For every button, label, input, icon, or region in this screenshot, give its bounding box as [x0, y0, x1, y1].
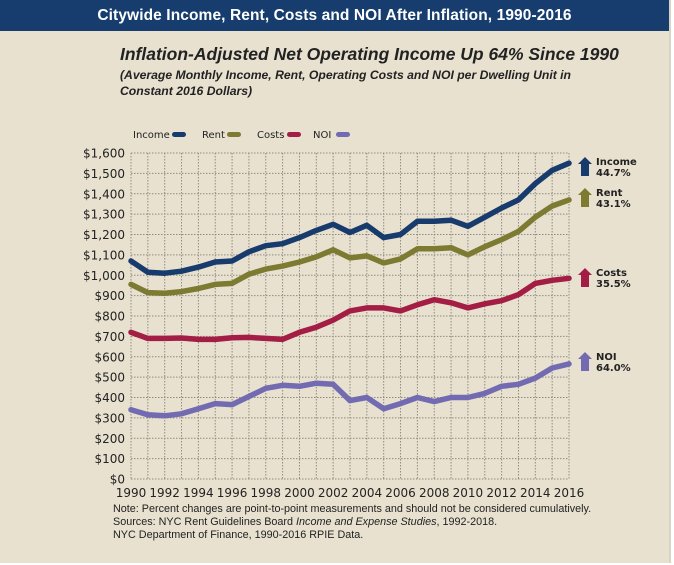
x-tick-label: 2002 [318, 486, 349, 500]
x-tick-label: 1996 [217, 486, 248, 500]
sources-line-2: NYC Department of Finance, 1990-2016 RPI… [113, 529, 364, 541]
sources-line: Sources: NYC Rent Guidelines Board Incom… [113, 516, 591, 529]
y-tick-label: $1,200 [83, 228, 125, 242]
y-tick-label: $1,300 [83, 208, 125, 222]
x-tick-label: 2008 [419, 486, 450, 500]
chart-title: Inflation-Adjusted Net Operating Income … [120, 44, 619, 64]
legend-swatch [172, 132, 186, 137]
x-tick-label: 2010 [453, 486, 484, 500]
x-tick-label: 2006 [385, 486, 416, 500]
y-tick-label: $1,000 [83, 269, 125, 283]
y-tick-label: $1,500 [83, 167, 125, 181]
x-tick-label: 1990 [116, 486, 147, 500]
legend-swatch [336, 132, 350, 137]
legend-swatch [227, 132, 241, 137]
x-tick-label: 2016 [554, 486, 585, 500]
legend-label: Rent [202, 130, 225, 141]
x-tick-label: 2014 [520, 486, 551, 500]
series-line-costs [128, 275, 572, 343]
series-end-label: Rent [596, 188, 623, 199]
legend-swatch [287, 132, 301, 137]
y-tick-label: $200 [94, 432, 125, 446]
y-tick-label: $1,100 [83, 248, 125, 262]
x-tick-label: 1998 [250, 486, 281, 500]
series-line-income [128, 160, 572, 276]
series-change-label: 35.5% [596, 279, 631, 290]
x-tick-label: 2000 [284, 486, 315, 500]
legend-label: Costs [257, 130, 284, 141]
up-arrow-icon [578, 188, 592, 207]
up-arrow-icon [578, 157, 592, 176]
line-chart: $0 $100 $200 $300 $400 $500 $600 $700 $800 $900 $1… [83, 130, 637, 500]
y-tick-label: $1,400 [83, 187, 125, 201]
x-tick-label: 2012 [486, 486, 517, 500]
y-tick-label: $800 [94, 310, 125, 324]
y-tick-label: $0 [110, 473, 125, 487]
series-end-label: Income [596, 157, 637, 168]
note-line: Note: Percent changes are point-to-point… [113, 503, 592, 515]
series-change-label: 44.7% [596, 168, 631, 179]
x-tick-label: 2004 [352, 486, 383, 500]
notes: Note: Percent changes are point-to-point… [113, 503, 591, 542]
banner-title: Citywide Income, Rent, Costs and NOI Aft… [0, 0, 669, 31]
y-tick-label: $600 [94, 350, 125, 364]
y-tick-label: $400 [94, 391, 125, 405]
sources-prefix: Sources: NYC Rent Guidelines Board [113, 516, 297, 528]
series-change-label: 64.0% [596, 363, 631, 374]
sources-italic: Income and Expense Studies [296, 516, 437, 528]
series-end-label: Costs [596, 268, 627, 279]
y-tick-label: $700 [94, 330, 125, 344]
series-end-label: NOI [596, 352, 617, 363]
y-tick-label: $900 [94, 289, 125, 303]
chart-subtitle: (Average Monthly Income, Rent, Operating… [120, 68, 571, 98]
up-arrow-icon [578, 352, 592, 371]
legend-label: NOI [313, 130, 331, 141]
y-tick-label: $500 [94, 371, 125, 385]
y-tick-label: $1,600 [83, 147, 125, 161]
legend-label: Income [133, 130, 170, 141]
up-arrow-icon [578, 268, 592, 287]
y-tick-label: $100 [94, 452, 125, 466]
y-tick-label: $300 [94, 411, 125, 425]
series-line-noi [128, 361, 572, 419]
sources-suffix: , 1992-2018. [436, 516, 498, 528]
x-tick-label: 1992 [149, 486, 180, 500]
x-tick-label: 1994 [183, 486, 214, 500]
series-line-rent [128, 197, 572, 296]
series-change-label: 43.1% [596, 199, 631, 210]
